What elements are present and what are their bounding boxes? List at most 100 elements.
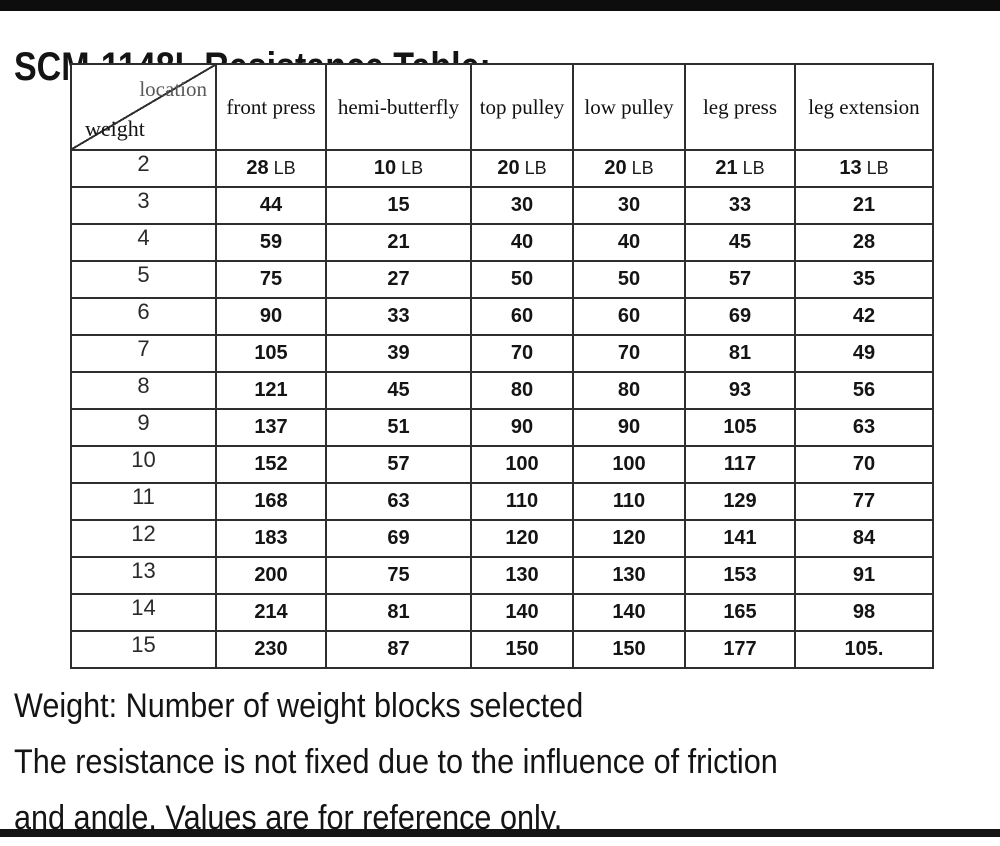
table-row: 5 75 27 50 50 57 35	[70, 260, 934, 299]
header-row: location weight front press hemi-butterfl…	[70, 63, 934, 151]
unit-label: LB	[742, 158, 765, 178]
weight-label: weight	[85, 116, 145, 141]
resistance-cell: 200	[215, 556, 327, 595]
resistance-number: 50	[617, 268, 641, 290]
resistance-cell: 10 LB	[325, 149, 472, 188]
resistance-number: 27	[387, 268, 410, 290]
resistance-number: 200	[254, 564, 288, 586]
resistance-cell: 80	[572, 371, 686, 410]
resistance-number: 49	[852, 342, 876, 364]
weight-cell: 4	[70, 223, 217, 262]
resistance-cell: 93	[684, 371, 796, 410]
resistance-cell: 77	[794, 482, 934, 521]
resistance-number: 63	[387, 490, 410, 512]
resistance-cell: 141	[684, 519, 796, 558]
resistance-number: 45	[728, 231, 752, 253]
resistance-number: 51	[387, 416, 410, 438]
resistance-number: 165	[723, 601, 757, 623]
resistance-cell: 130	[572, 556, 686, 595]
resistance-number: 57	[728, 268, 752, 290]
resistance-cell: 100	[470, 445, 574, 484]
resistance-cell: 69	[325, 519, 472, 558]
resistance-cell: 90	[572, 408, 686, 447]
resistance-cell: 21	[794, 186, 934, 225]
resistance-number: 21	[387, 231, 410, 253]
resistance-cell: 150	[470, 630, 574, 669]
weight-cell: 11	[70, 482, 217, 521]
resistance-cell: 140	[470, 593, 574, 632]
resistance-cell: 183	[215, 519, 327, 558]
resistance-cell: 40	[572, 223, 686, 262]
resistance-cell: 91	[794, 556, 934, 595]
resistance-cell: 100	[572, 445, 686, 484]
resistance-number: 60	[510, 305, 534, 327]
resistance-cell: 56	[794, 371, 934, 410]
column-header-hemi-butterfly: hemi-butterfly	[325, 63, 472, 151]
resistance-number: 100	[505, 453, 539, 475]
weight-cell: 6	[70, 297, 217, 336]
weight-cell: 2	[70, 149, 217, 188]
resistance-cell: 35	[794, 260, 934, 299]
table-row: 7 105 39 70 70 81 49	[70, 334, 934, 373]
resistance-cell: 129	[684, 482, 796, 521]
resistance-number: 100	[612, 453, 646, 475]
resistance-cell: 50	[470, 260, 574, 299]
resistance-cell: 152	[215, 445, 327, 484]
resistance-cell: 121	[215, 371, 327, 410]
resistance-number: 90	[617, 416, 641, 438]
resistance-number: 44	[259, 194, 283, 216]
resistance-number: 183	[254, 527, 288, 549]
resistance-number: 120	[612, 527, 646, 549]
resistance-cell: 30	[572, 186, 686, 225]
resistance-number: 150	[612, 638, 646, 660]
resistance-cell: 90	[470, 408, 574, 447]
resistance-cell: 110	[572, 482, 686, 521]
resistance-number: 120	[505, 527, 539, 549]
resistance-cell: 69	[684, 297, 796, 336]
table-row: 6 90 33 60 60 69 42	[70, 297, 934, 336]
resistance-cell: 81	[325, 593, 472, 632]
table-row: 11 168 63 110 110 129 77	[70, 482, 934, 521]
resistance-cell: 137	[215, 408, 327, 447]
resistance-cell: 230	[215, 630, 327, 669]
resistance-number: 28	[246, 157, 269, 179]
weight-cell: 15	[70, 630, 217, 669]
resistance-cell: 51	[325, 408, 472, 447]
resistance-number: 56	[852, 379, 876, 401]
unit-label: LB	[524, 158, 547, 178]
resistance-number: 177	[723, 638, 757, 660]
resistance-cell: 33	[684, 186, 796, 225]
resistance-cell: 105.	[794, 630, 934, 669]
note-disclaimer-line2: and angle. Values are for reference only…	[14, 799, 563, 837]
resistance-number: 105	[723, 416, 757, 438]
resistance-cell: 57	[684, 260, 796, 299]
weight-cell: 7	[70, 334, 217, 373]
column-header-leg-extension: leg extension	[794, 63, 934, 151]
resistance-cell: 21	[325, 223, 472, 262]
resistance-cell: 45	[325, 371, 472, 410]
table-row: 9 137 51 90 90 105 63	[70, 408, 934, 447]
resistance-number: 168	[254, 490, 288, 512]
weight-cell: 5	[70, 260, 217, 299]
resistance-cell: 120	[470, 519, 574, 558]
resistance-cell: 70	[794, 445, 934, 484]
resistance-number: 110	[612, 490, 646, 512]
resistance-number: 30	[617, 194, 641, 216]
resistance-number: 105	[254, 342, 288, 364]
resistance-cell: 117	[684, 445, 796, 484]
resistance-number: 140	[505, 601, 539, 623]
note-disclaimer-line1: The resistance is not fixed due to the i…	[14, 743, 778, 781]
table-row: 8 121 45 80 80 93 56	[70, 371, 934, 410]
resistance-cell: 105	[684, 408, 796, 447]
resistance-cell: 20 LB	[572, 149, 686, 188]
resistance-cell: 60	[572, 297, 686, 336]
table-row: 14 214 81 140 140 165 98	[70, 593, 934, 632]
resistance-number: 80	[510, 379, 534, 401]
resistance-number: 230	[254, 638, 288, 660]
resistance-number: 39	[387, 342, 410, 364]
column-header-top-pulley: top pulley	[470, 63, 574, 151]
resistance-number: 70	[852, 453, 876, 475]
resistance-cell: 177	[684, 630, 796, 669]
resistance-cell: 59	[215, 223, 327, 262]
resistance-number: 57	[387, 453, 410, 475]
